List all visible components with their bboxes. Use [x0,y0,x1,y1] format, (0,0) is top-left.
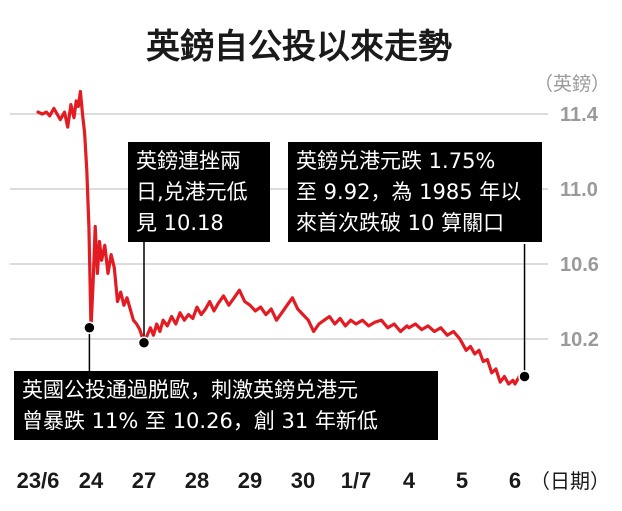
annotation-below-10: 英鎊兑港元跌 1.75% 至 9.92，為 1985 年以 來首次跌破 10 算… [288,142,542,242]
x-tick-label: 4 [403,468,416,493]
data-marker [83,321,96,334]
x-tick-label: 23/6 [17,468,60,493]
x-tick-label: 29 [238,468,262,493]
y-tick-labels: 11.4 11.0 10.6 10.2 [560,104,599,351]
data-marker [137,336,151,349]
x-tick-label: 1/7 [341,468,372,493]
data-markers [83,321,531,383]
x-tick-label: 6 [509,468,521,493]
annotation-low-1018: 英鎊連挫兩 日,兑港元低 見 10.18 [128,142,270,242]
series-line [36,89,527,386]
data-marker [518,370,531,383]
annotation-connectors [88,240,526,380]
annotation-brexit-vote: 英國公投通過脱歐，刺激英鎊兑港元 曾暴跌 11% 至 10.26，創 31 年新… [14,371,438,440]
y-tick-label: 10.2 [560,329,599,351]
x-tick-label: 5 [456,468,468,493]
x-axis-unit: （日期） [530,469,610,493]
x-tick-label: 30 [291,468,315,493]
x-tick-label: 27 [132,468,156,493]
y-tick-label: 11.0 [560,179,598,201]
series-group [36,89,527,386]
x-tick-label: 24 [79,468,104,493]
y-tick-label: 10.6 [560,254,599,276]
y-axis-unit: （英鎊） [534,73,610,95]
y-tick-label: 11.4 [560,104,599,126]
x-tick-label: 28 [185,468,209,493]
x-tick-labels: 23/6 24 27 28 29 30 1/7 4 5 6 [17,468,522,493]
chart-title: 英鎊自公投以來走勢 [146,27,452,67]
